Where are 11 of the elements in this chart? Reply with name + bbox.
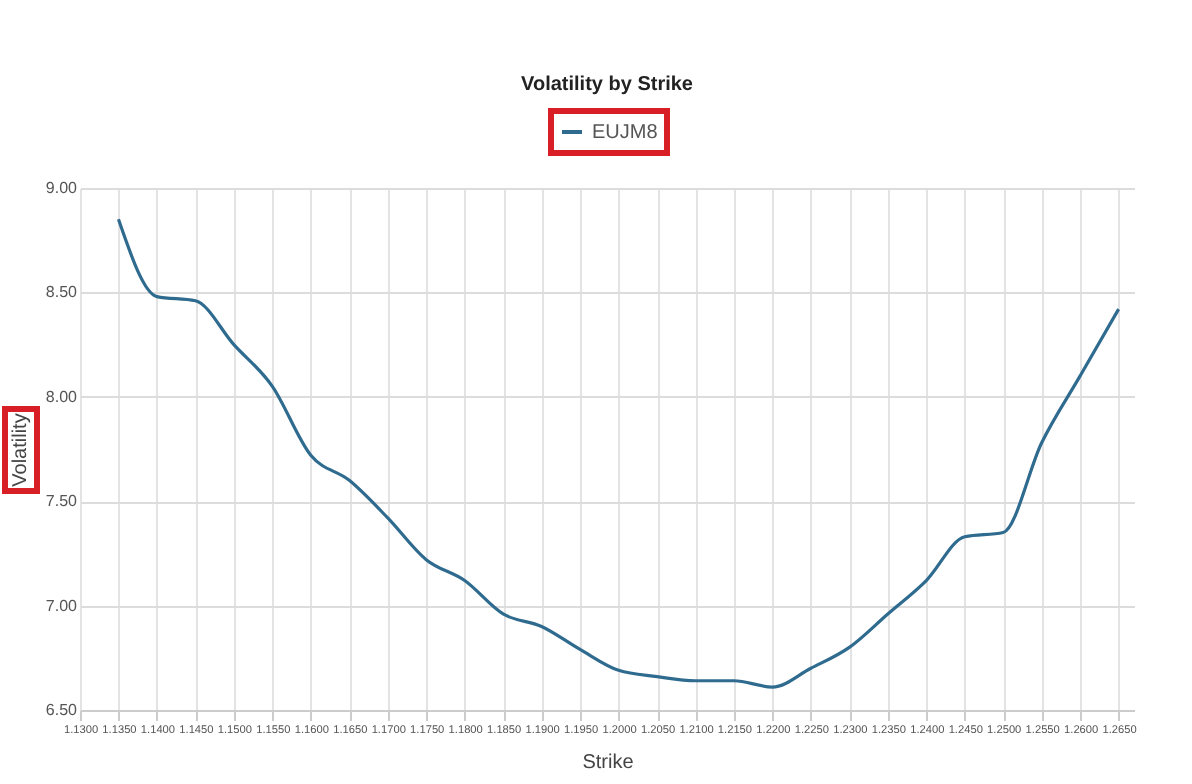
y-tick-label: 8.50 [45, 283, 79, 302]
y-axis-title: Volatility [9, 413, 32, 487]
legend-label: EUJM8 [592, 122, 659, 144]
line-series [116, 217, 1121, 689]
y-tick-label: 7.50 [45, 492, 79, 511]
y-tick-label: 7.00 [45, 596, 79, 615]
chart-title: Volatility by Strike [521, 74, 694, 96]
x-axis-title: Strike [582, 752, 635, 775]
y-tick-label: 9.00 [45, 179, 79, 197]
y-tick-label: 6.50 [45, 701, 79, 719]
y-tick-label: 8.00 [45, 387, 79, 406]
